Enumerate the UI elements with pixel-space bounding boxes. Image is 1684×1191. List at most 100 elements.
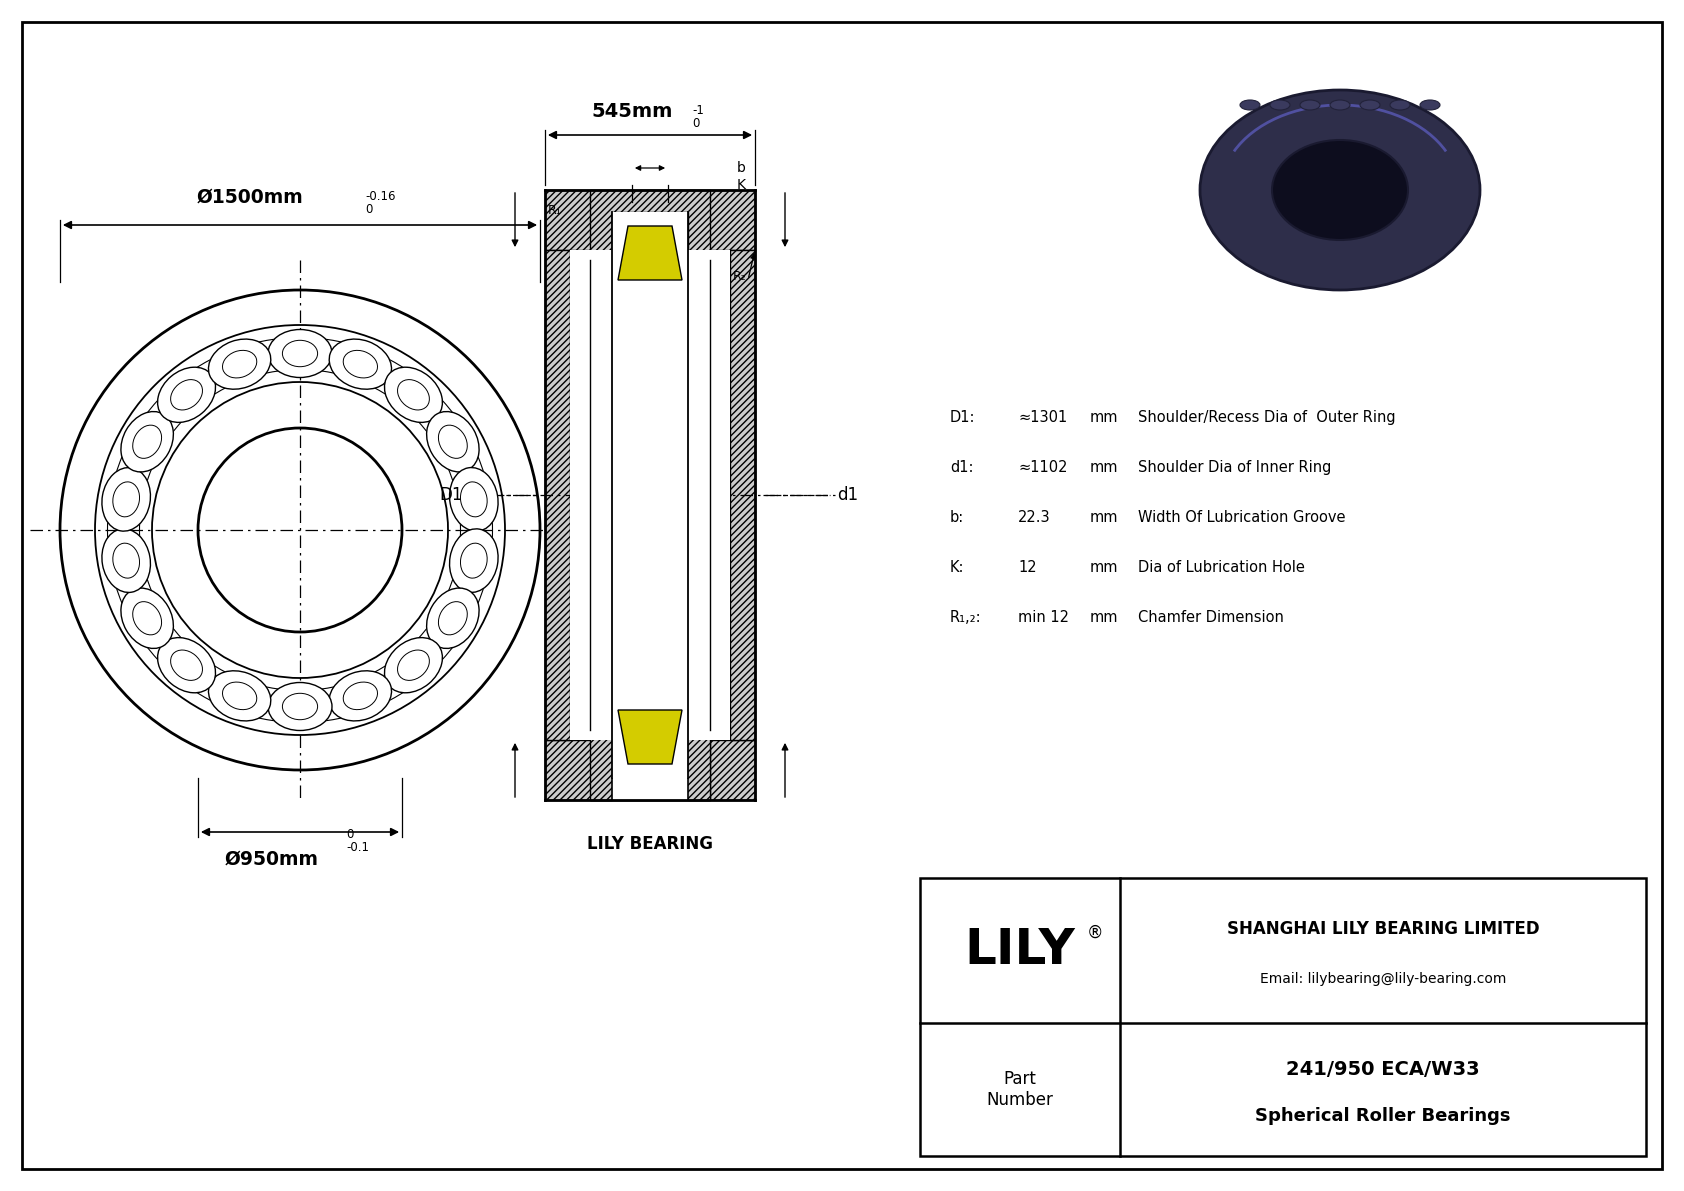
Polygon shape	[589, 730, 711, 800]
Text: b:: b:	[950, 510, 965, 525]
Bar	[611, 212, 689, 260]
Text: R₁,₂:: R₁,₂:	[950, 610, 982, 625]
Ellipse shape	[283, 693, 318, 719]
Text: ≈1102: ≈1102	[1019, 460, 1068, 475]
Polygon shape	[589, 730, 711, 800]
Bar	[569, 250, 729, 740]
Text: R₂: R₂	[733, 270, 746, 283]
Text: LILY: LILY	[965, 927, 1076, 974]
Ellipse shape	[113, 543, 140, 578]
Text: Part
Number: Part Number	[987, 1070, 1054, 1109]
Polygon shape	[546, 191, 754, 250]
Ellipse shape	[438, 601, 466, 635]
Ellipse shape	[426, 588, 478, 648]
Polygon shape	[729, 250, 754, 740]
Text: 22.3: 22.3	[1019, 510, 1051, 525]
Ellipse shape	[460, 543, 487, 578]
Text: Ø950mm: Ø950mm	[226, 850, 318, 869]
Ellipse shape	[113, 482, 140, 517]
Polygon shape	[611, 778, 689, 800]
Text: Email: lilybearing@lily-bearing.com: Email: lilybearing@lily-bearing.com	[1260, 972, 1505, 986]
Ellipse shape	[158, 367, 216, 423]
Text: ®: ®	[1086, 923, 1103, 941]
Text: K:: K:	[950, 560, 965, 575]
Ellipse shape	[1270, 100, 1290, 110]
Text: mm: mm	[1090, 610, 1118, 625]
Ellipse shape	[209, 671, 271, 721]
Text: R₁: R₁	[547, 204, 562, 217]
Text: ≈1301: ≈1301	[1019, 410, 1068, 425]
Ellipse shape	[450, 529, 498, 592]
Ellipse shape	[397, 650, 429, 680]
Ellipse shape	[222, 350, 256, 378]
Text: Shoulder/Recess Dia of  Outer Ring: Shoulder/Recess Dia of Outer Ring	[1138, 410, 1396, 425]
Text: D1:: D1:	[950, 410, 975, 425]
Ellipse shape	[133, 425, 162, 459]
Ellipse shape	[121, 412, 173, 472]
Ellipse shape	[133, 601, 162, 635]
Ellipse shape	[121, 588, 173, 648]
Text: D1: D1	[440, 486, 463, 504]
Text: 545mm: 545mm	[591, 102, 672, 121]
Ellipse shape	[1239, 100, 1260, 110]
Ellipse shape	[426, 412, 478, 472]
Text: -0.16: -0.16	[365, 191, 396, 202]
Ellipse shape	[283, 341, 318, 367]
Text: Width Of Lubrication Groove: Width Of Lubrication Groove	[1138, 510, 1346, 525]
Polygon shape	[589, 191, 711, 260]
Ellipse shape	[158, 637, 216, 693]
Text: d1: d1	[837, 486, 859, 504]
Ellipse shape	[103, 468, 150, 531]
Text: b: b	[738, 161, 746, 175]
Ellipse shape	[1361, 100, 1379, 110]
Text: d1:: d1:	[950, 460, 973, 475]
Ellipse shape	[209, 339, 271, 389]
Text: 0: 0	[692, 117, 699, 130]
Text: mm: mm	[1090, 410, 1118, 425]
Text: 0: 0	[345, 828, 354, 841]
Ellipse shape	[328, 339, 392, 389]
Ellipse shape	[1420, 100, 1440, 110]
Text: 0: 0	[365, 202, 372, 216]
Bar	[919, 878, 1645, 1156]
Text: Ø1500mm: Ø1500mm	[197, 188, 303, 207]
Ellipse shape	[384, 637, 443, 693]
Ellipse shape	[268, 682, 332, 730]
Polygon shape	[618, 226, 682, 280]
Ellipse shape	[1271, 141, 1408, 241]
Text: LILY BEARING: LILY BEARING	[588, 835, 712, 853]
Text: mm: mm	[1090, 460, 1118, 475]
Text: Shoulder Dia of Inner Ring: Shoulder Dia of Inner Ring	[1138, 460, 1332, 475]
Ellipse shape	[170, 380, 202, 410]
Text: 12: 12	[1019, 560, 1037, 575]
Text: K: K	[738, 177, 746, 192]
Text: SHANGHAI LILY BEARING LIMITED: SHANGHAI LILY BEARING LIMITED	[1226, 919, 1539, 937]
Ellipse shape	[103, 529, 150, 592]
Ellipse shape	[344, 682, 377, 710]
Bar	[611, 730, 689, 778]
Text: -0.1: -0.1	[345, 841, 369, 854]
Ellipse shape	[397, 380, 429, 410]
Polygon shape	[546, 740, 754, 800]
Ellipse shape	[460, 482, 487, 517]
Ellipse shape	[438, 425, 466, 459]
Text: 241/950 ECA/W33: 241/950 ECA/W33	[1287, 1060, 1480, 1079]
Polygon shape	[546, 250, 569, 740]
Ellipse shape	[1389, 100, 1410, 110]
Ellipse shape	[1201, 91, 1480, 289]
Text: min 12: min 12	[1019, 610, 1069, 625]
Ellipse shape	[344, 350, 377, 378]
Text: mm: mm	[1090, 560, 1118, 575]
Ellipse shape	[1330, 100, 1351, 110]
Ellipse shape	[222, 682, 256, 710]
Ellipse shape	[328, 671, 392, 721]
Text: Spherical Roller Bearings: Spherical Roller Bearings	[1255, 1106, 1511, 1125]
Text: -1: -1	[692, 104, 704, 117]
Text: mm: mm	[1090, 510, 1118, 525]
Ellipse shape	[170, 650, 202, 680]
Ellipse shape	[268, 330, 332, 378]
Ellipse shape	[450, 468, 498, 531]
Text: Dia of Lubrication Hole: Dia of Lubrication Hole	[1138, 560, 1305, 575]
Text: Chamfer Dimension: Chamfer Dimension	[1138, 610, 1283, 625]
Ellipse shape	[1300, 100, 1320, 110]
